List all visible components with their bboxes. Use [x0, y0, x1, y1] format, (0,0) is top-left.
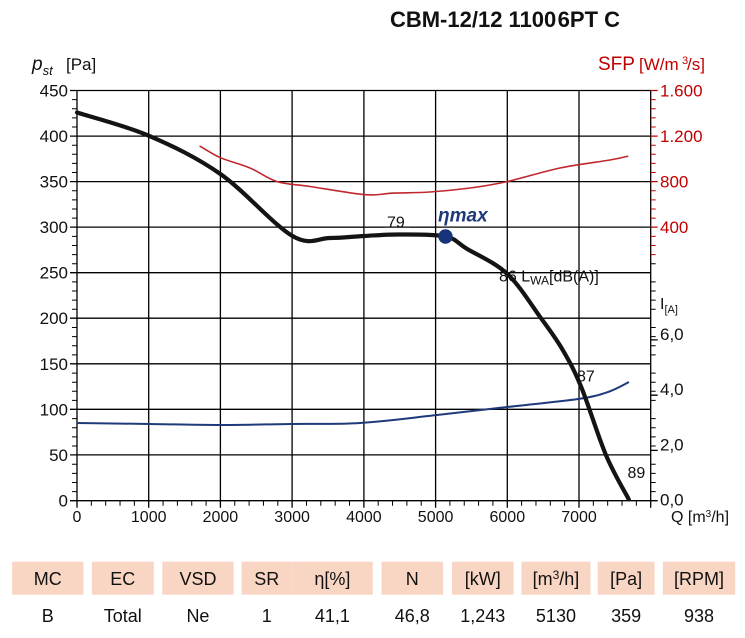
- svg-text:800: 800: [660, 173, 688, 192]
- svg-text:0: 0: [73, 509, 82, 526]
- svg-text:250: 250: [40, 264, 68, 283]
- svg-text:5000: 5000: [418, 509, 454, 526]
- svg-text:0,0: 0,0: [660, 491, 684, 510]
- svg-text:46,8: 46,8: [395, 606, 430, 626]
- svg-text:3000: 3000: [274, 509, 310, 526]
- svg-text:1.600: 1.600: [660, 82, 703, 101]
- svg-text:2000: 2000: [203, 509, 239, 526]
- svg-text:79: 79: [387, 215, 405, 232]
- svg-text:N: N: [406, 569, 419, 589]
- svg-text:0: 0: [59, 492, 68, 511]
- svg-text:MC: MC: [34, 569, 62, 589]
- svg-text:η[%]: η[%]: [314, 569, 350, 589]
- svg-text:41,1: 41,1: [315, 606, 350, 626]
- svg-text:400: 400: [40, 127, 68, 146]
- svg-text:[Pa]: [Pa]: [66, 55, 96, 74]
- svg-text:1.200: 1.200: [660, 127, 703, 146]
- svg-text:Ne: Ne: [186, 606, 209, 626]
- svg-text:1,243: 1,243: [460, 606, 505, 626]
- svg-text:938: 938: [684, 606, 714, 626]
- svg-text:450: 450: [40, 82, 68, 101]
- svg-text:CBM-12/12 1100 6PT C: CBM-12/12 1100 6PT C: [390, 7, 620, 32]
- svg-text:Total: Total: [104, 606, 142, 626]
- svg-text:/s]: /s]: [687, 55, 705, 74]
- svg-text:300: 300: [40, 218, 68, 237]
- svg-text:6,0: 6,0: [660, 325, 684, 344]
- svg-text:EC: EC: [110, 569, 135, 589]
- svg-text:1: 1: [262, 606, 272, 626]
- svg-text:1000: 1000: [131, 509, 167, 526]
- svg-text:7000: 7000: [561, 509, 597, 526]
- svg-text:Q [m3/h]: Q [m3/h]: [671, 509, 729, 526]
- svg-text:ηmax: ηmax: [438, 205, 489, 226]
- svg-text:87: 87: [577, 369, 595, 386]
- svg-text:B: B: [42, 606, 54, 626]
- svg-text:5130: 5130: [536, 606, 576, 626]
- svg-text:SR: SR: [254, 569, 279, 589]
- svg-text:VSD: VSD: [179, 569, 216, 589]
- svg-text:150: 150: [40, 355, 68, 374]
- svg-text:[Pa]: [Pa]: [610, 569, 642, 589]
- svg-text:50: 50: [49, 446, 68, 465]
- svg-text:4000: 4000: [346, 509, 382, 526]
- svg-text:SFP: SFP: [598, 54, 635, 75]
- svg-text:[RPM]: [RPM]: [674, 569, 724, 589]
- svg-text:[W/m: [W/m: [639, 55, 679, 74]
- svg-text:86 LWA[dB(A)]: 86 LWA[dB(A)]: [499, 269, 599, 288]
- svg-text:400: 400: [660, 218, 688, 237]
- svg-text:[kW]: [kW]: [465, 569, 501, 589]
- svg-text:100: 100: [40, 400, 68, 419]
- svg-text:6000: 6000: [490, 509, 526, 526]
- svg-text:89: 89: [628, 465, 646, 482]
- svg-text:350: 350: [40, 173, 68, 192]
- svg-text:200: 200: [40, 309, 68, 328]
- svg-text:4,0: 4,0: [660, 380, 684, 399]
- svg-text:359: 359: [611, 606, 641, 626]
- svg-text:2,0: 2,0: [660, 435, 684, 454]
